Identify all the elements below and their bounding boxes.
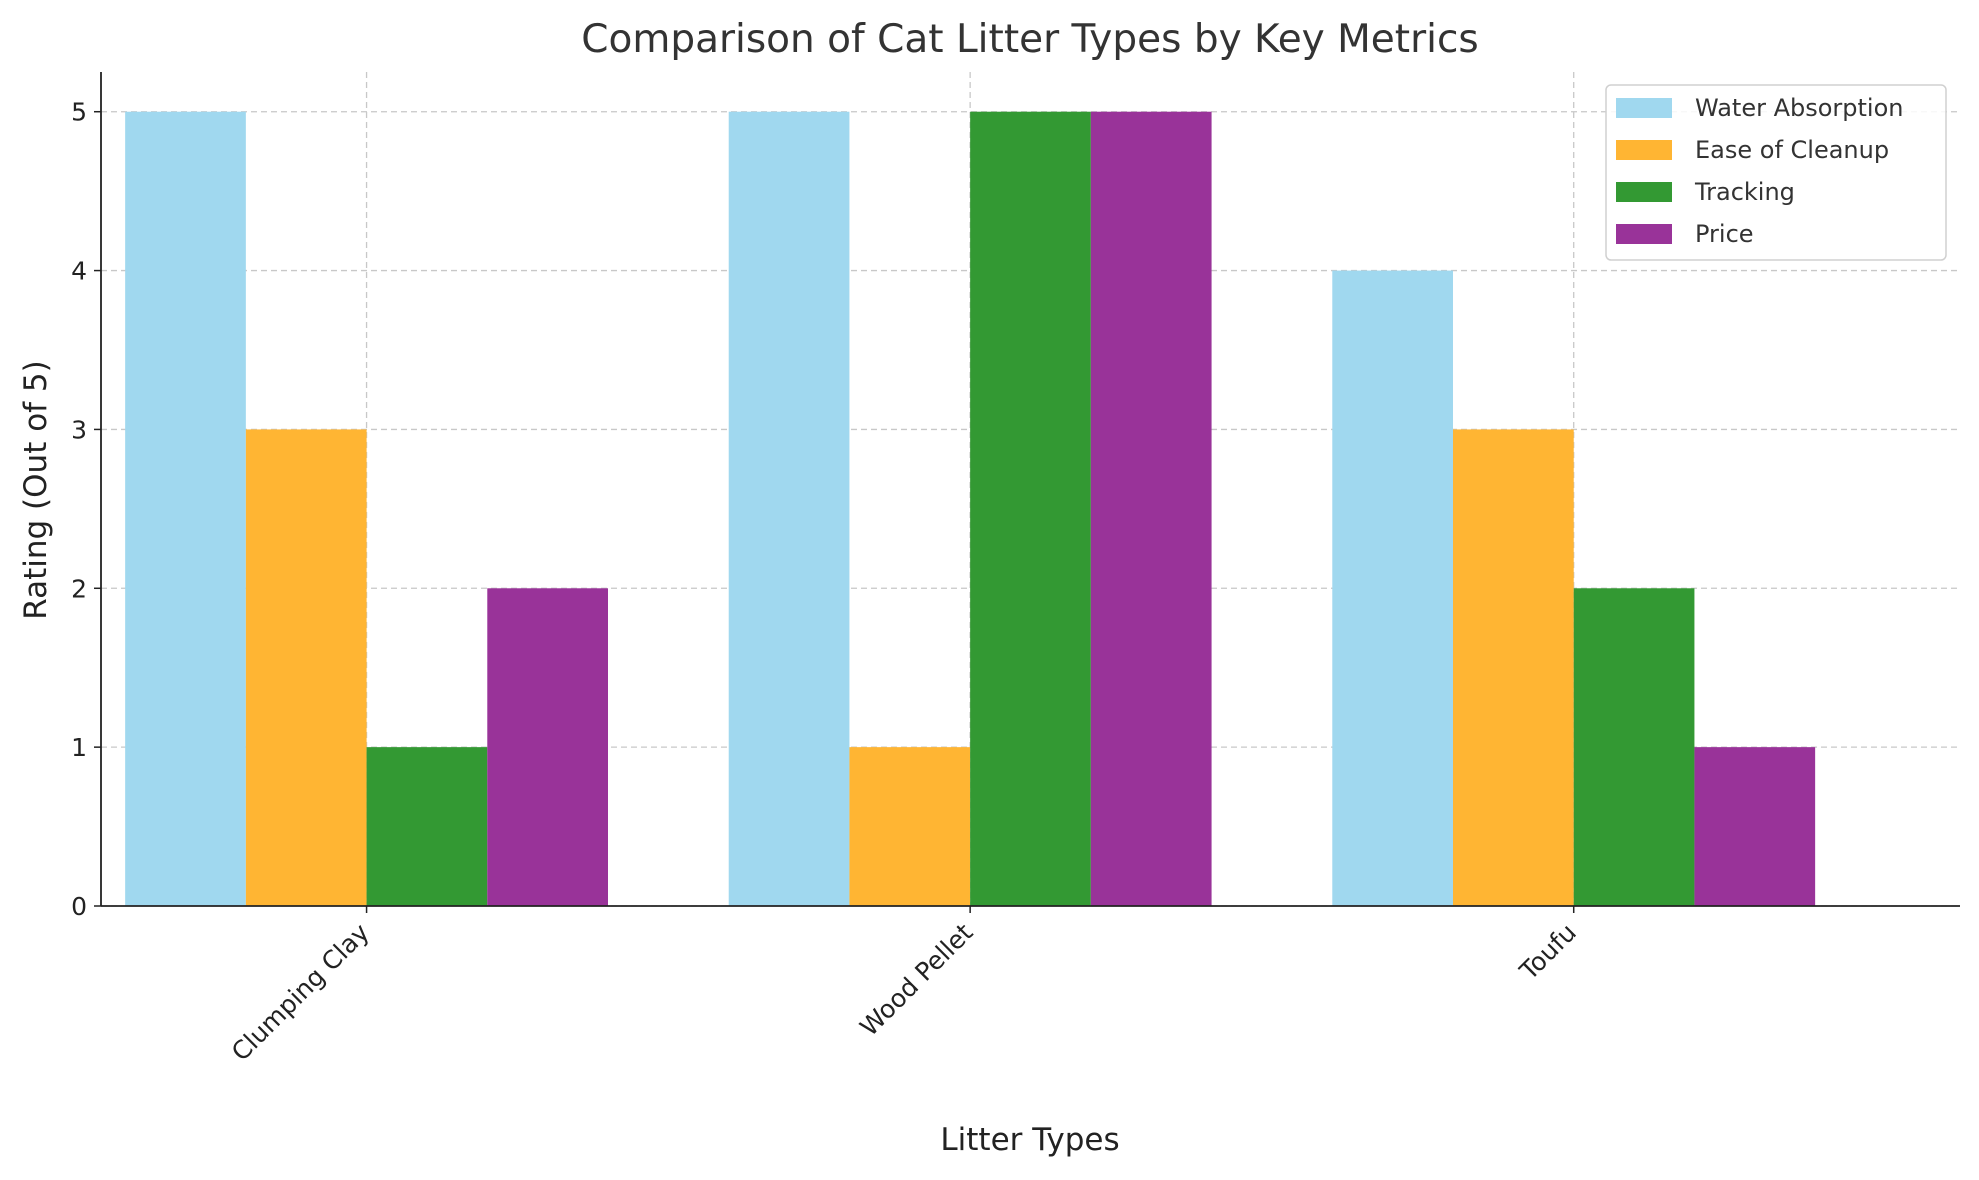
y-tick-label: 0: [71, 892, 87, 921]
bar-price: [1090, 111, 1212, 906]
legend-swatch: [1616, 182, 1672, 202]
y-tick-label: 1: [71, 733, 87, 762]
bar-tracking: [1573, 588, 1695, 906]
legend-label: Tracking: [1694, 178, 1795, 206]
legend: Water Absorption Ease of Cleanup Tracking P…: [1605, 84, 1947, 261]
x-tick-label: Wood Pellet: [854, 918, 978, 1042]
bar-tracking: [366, 747, 488, 906]
y-tick-label: 2: [71, 574, 87, 603]
bar-tracking: [970, 111, 1091, 906]
bar-water-absorption: [1332, 270, 1453, 907]
bar-water-absorption: [728, 111, 850, 906]
legend-frame: [1605, 84, 1947, 261]
legend-swatch: [1616, 224, 1672, 244]
legend-swatch: [1616, 98, 1672, 118]
bar-ease-of-cleanup: [849, 747, 971, 906]
y-tick-label: 3: [71, 415, 87, 444]
legend-label: Water Absorption: [1695, 94, 1904, 122]
bar-ease-of-cleanup: [1453, 429, 1574, 906]
bar-price: [487, 588, 608, 906]
x-tick-label: Toufu: [1514, 918, 1582, 986]
legend-label: Price: [1695, 220, 1754, 248]
bar-price: [1694, 747, 1816, 906]
x-tick-label: Clumping Clay: [226, 918, 375, 1067]
y-tick-label: 5: [71, 98, 87, 127]
y-axis-label: Rating (Out of 5): [18, 360, 54, 620]
bar-ease-of-cleanup: [245, 429, 367, 906]
y-tick-label: 4: [71, 257, 87, 286]
x-axis-label: Litter Types: [940, 1122, 1119, 1158]
legend-swatch: [1616, 140, 1672, 160]
chart-title: Comparison of Cat Litter Types by Key Me…: [581, 17, 1478, 62]
legend-label: Ease of Cleanup: [1695, 136, 1889, 164]
bar-water-absorption: [125, 111, 246, 906]
